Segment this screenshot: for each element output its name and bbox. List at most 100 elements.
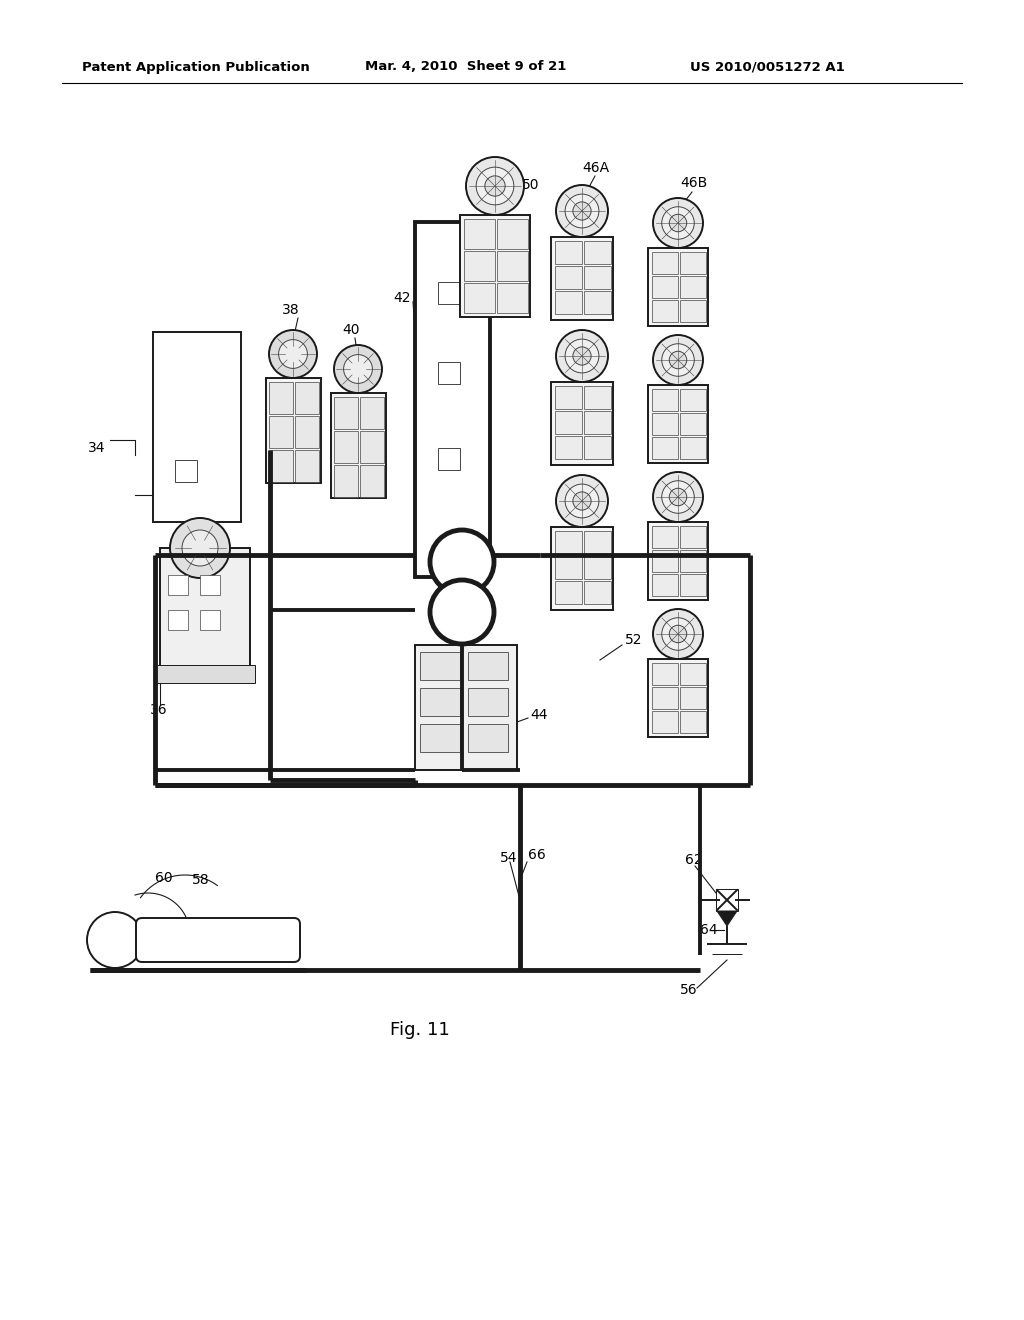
Circle shape — [565, 339, 599, 372]
Bar — [680, 574, 706, 597]
Circle shape — [466, 157, 524, 215]
Bar — [415, 645, 517, 770]
Circle shape — [670, 351, 687, 368]
Bar — [269, 381, 293, 414]
Bar — [168, 610, 188, 630]
Bar — [497, 219, 528, 249]
Bar — [266, 378, 321, 483]
Bar — [420, 652, 460, 680]
Bar — [584, 290, 611, 314]
Text: US 2010/0051272 A1: US 2010/0051272 A1 — [690, 61, 845, 74]
Circle shape — [662, 343, 694, 376]
Text: Patent Application Publication: Patent Application Publication — [82, 61, 309, 74]
Text: 66: 66 — [528, 847, 546, 862]
Bar — [648, 659, 708, 737]
Text: 36: 36 — [150, 704, 168, 717]
Text: 62: 62 — [685, 853, 702, 867]
Bar — [555, 556, 582, 579]
Circle shape — [653, 473, 703, 521]
Bar — [269, 450, 293, 482]
Bar — [584, 531, 611, 554]
Bar — [551, 381, 613, 465]
Bar — [584, 242, 611, 264]
Circle shape — [476, 168, 514, 205]
Bar — [360, 465, 384, 498]
Text: 56: 56 — [680, 983, 697, 997]
Circle shape — [565, 484, 599, 517]
Circle shape — [670, 626, 687, 643]
Bar — [584, 436, 611, 459]
Bar — [584, 385, 611, 409]
Circle shape — [556, 185, 608, 238]
Bar — [555, 531, 582, 554]
Bar — [680, 525, 706, 548]
Circle shape — [170, 517, 230, 578]
Text: 52: 52 — [625, 634, 642, 647]
Circle shape — [670, 488, 687, 506]
Bar — [648, 248, 708, 326]
Bar — [334, 397, 358, 429]
Bar — [464, 282, 495, 313]
Bar — [155, 665, 255, 682]
Bar — [555, 242, 582, 264]
Polygon shape — [717, 911, 737, 927]
Text: Mar. 4, 2010  Sheet 9 of 21: Mar. 4, 2010 Sheet 9 of 21 — [365, 61, 566, 74]
Circle shape — [565, 194, 599, 228]
Bar — [468, 652, 508, 680]
Bar — [555, 267, 582, 289]
Circle shape — [662, 480, 694, 513]
Bar — [468, 723, 508, 752]
Bar — [555, 290, 582, 314]
Bar — [652, 711, 678, 733]
Bar — [168, 576, 188, 595]
Bar — [652, 437, 678, 459]
Bar — [680, 686, 706, 709]
Bar — [680, 663, 706, 685]
Bar — [360, 397, 384, 429]
Bar — [680, 711, 706, 733]
Bar — [200, 610, 220, 630]
Bar — [460, 215, 530, 317]
Bar — [295, 416, 319, 447]
Bar — [438, 447, 460, 470]
Circle shape — [653, 335, 703, 385]
Bar — [680, 389, 706, 411]
Bar — [652, 574, 678, 597]
Circle shape — [572, 347, 591, 366]
Circle shape — [269, 330, 317, 378]
Bar — [360, 432, 384, 463]
Bar — [584, 411, 611, 434]
Bar — [415, 222, 490, 577]
Bar — [468, 688, 508, 715]
Bar — [497, 251, 528, 281]
Bar — [680, 413, 706, 436]
Bar — [295, 450, 319, 482]
Text: 48A: 48A — [447, 556, 476, 569]
Bar — [464, 219, 495, 249]
Bar — [334, 432, 358, 463]
Circle shape — [572, 202, 591, 220]
Circle shape — [653, 609, 703, 659]
Bar — [652, 300, 678, 322]
Bar — [269, 416, 293, 447]
Bar — [555, 411, 582, 434]
Text: 34: 34 — [88, 441, 105, 455]
Bar — [716, 888, 738, 911]
Bar — [652, 389, 678, 411]
Text: 54: 54 — [500, 851, 517, 865]
Bar — [584, 267, 611, 289]
Circle shape — [662, 207, 694, 239]
Circle shape — [662, 618, 694, 651]
Text: 44: 44 — [530, 708, 548, 722]
Text: 58: 58 — [193, 873, 210, 887]
Circle shape — [430, 531, 494, 594]
Bar — [680, 437, 706, 459]
Bar — [438, 282, 460, 304]
Text: 46B: 46B — [680, 176, 708, 190]
Bar — [551, 527, 613, 610]
Circle shape — [556, 475, 608, 527]
Circle shape — [182, 531, 218, 566]
Bar — [652, 663, 678, 685]
Circle shape — [344, 355, 373, 383]
Bar — [648, 385, 708, 463]
